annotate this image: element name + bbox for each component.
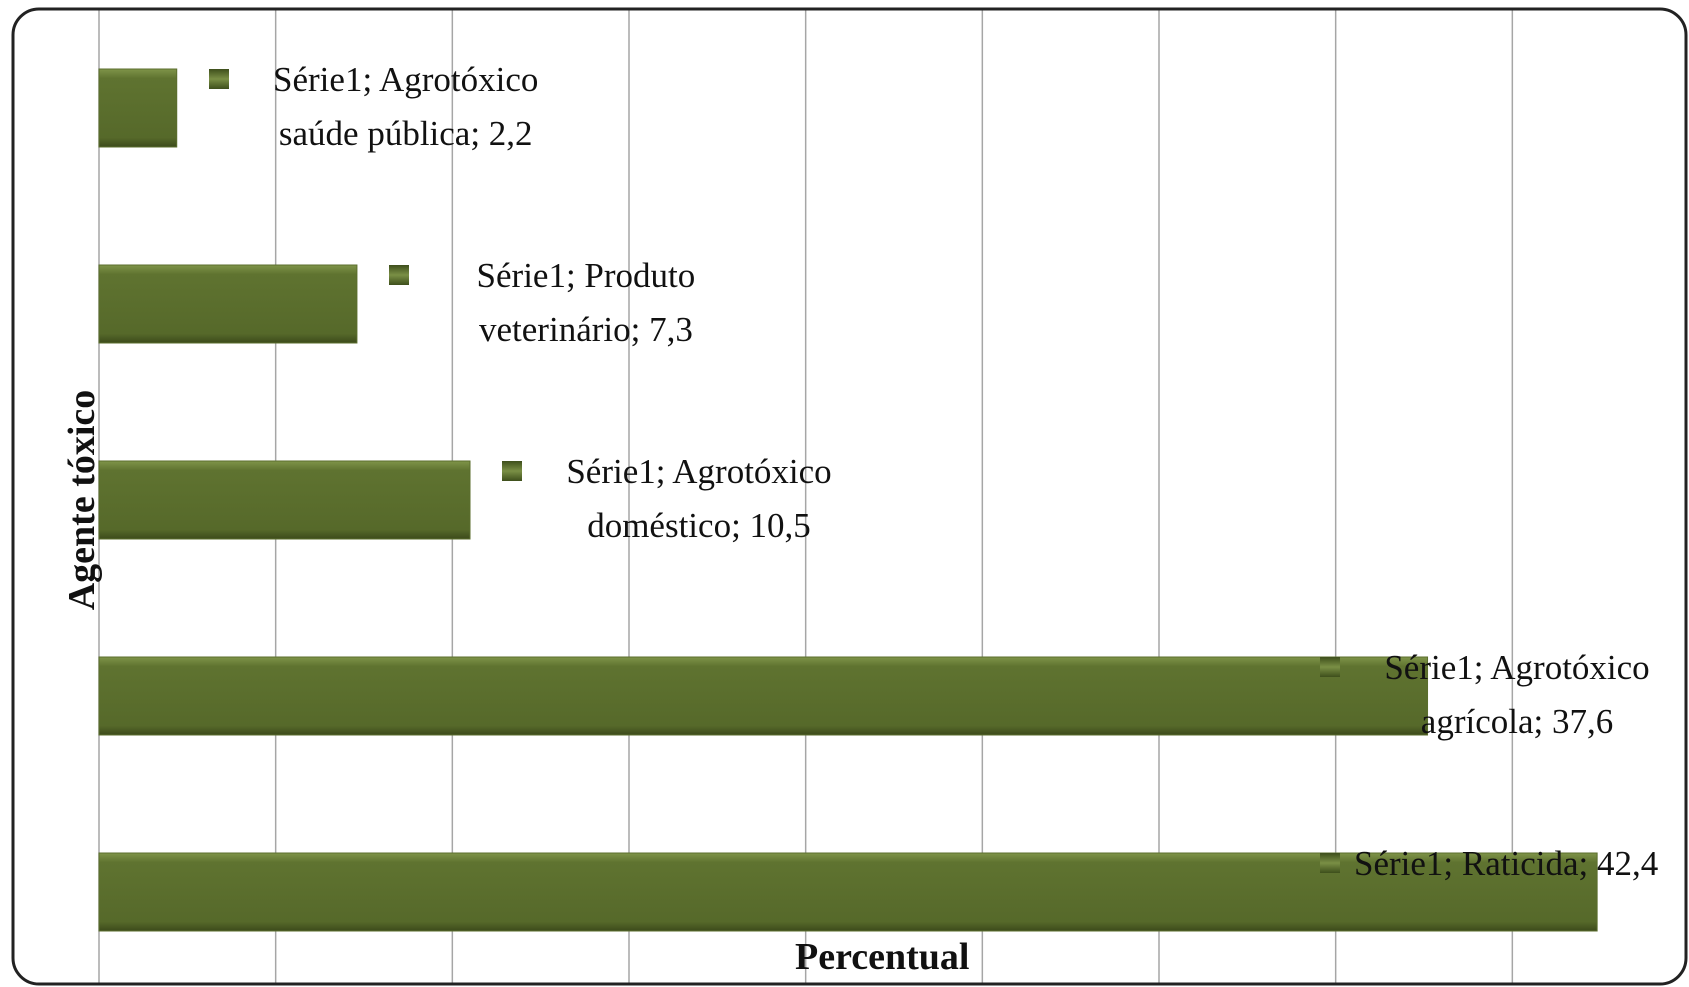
bar (98, 460, 471, 540)
bar (98, 852, 1598, 932)
bar (98, 264, 358, 344)
legend-key (208, 69, 229, 89)
legend-key (1320, 853, 1340, 873)
data-label-text: Série1; Produto veterinário; 7,3 (476, 256, 696, 349)
legend-key (502, 461, 522, 481)
x-axis-title: Percentual (795, 936, 970, 978)
data-label: Série1; Produto veterinário; 7,3 (388, 249, 749, 357)
data-label-text: Série1; Raticida; 42,4 (1354, 844, 1659, 883)
plot-area (98, 10, 1598, 984)
bar (98, 656, 1429, 736)
data-label-text: Série1; Agrotóxico doméstico; 10,5 (566, 452, 832, 545)
data-label-text: Série1; Agrotóxico agrícola; 37,6 (1384, 648, 1650, 741)
data-label: Série1; Agrotóxico agrícola; 37,6 (1320, 641, 1680, 749)
y-axis-title: Agente tóxico (61, 389, 103, 611)
chart-frame (11, 7, 1688, 986)
legend-key (388, 265, 409, 285)
data-label: Série1; Raticida; 42,4 (1320, 837, 1680, 891)
data-label: Série1; Agrotóxico doméstico; 10,5 (502, 445, 862, 553)
data-label: Série1; Agrotóxico saúde pública; 2,2 (208, 53, 569, 161)
bar (98, 68, 178, 148)
data-label-text: Série1; Agrotóxico saúde pública; 2,2 (273, 60, 539, 153)
legend-key (1320, 657, 1340, 677)
